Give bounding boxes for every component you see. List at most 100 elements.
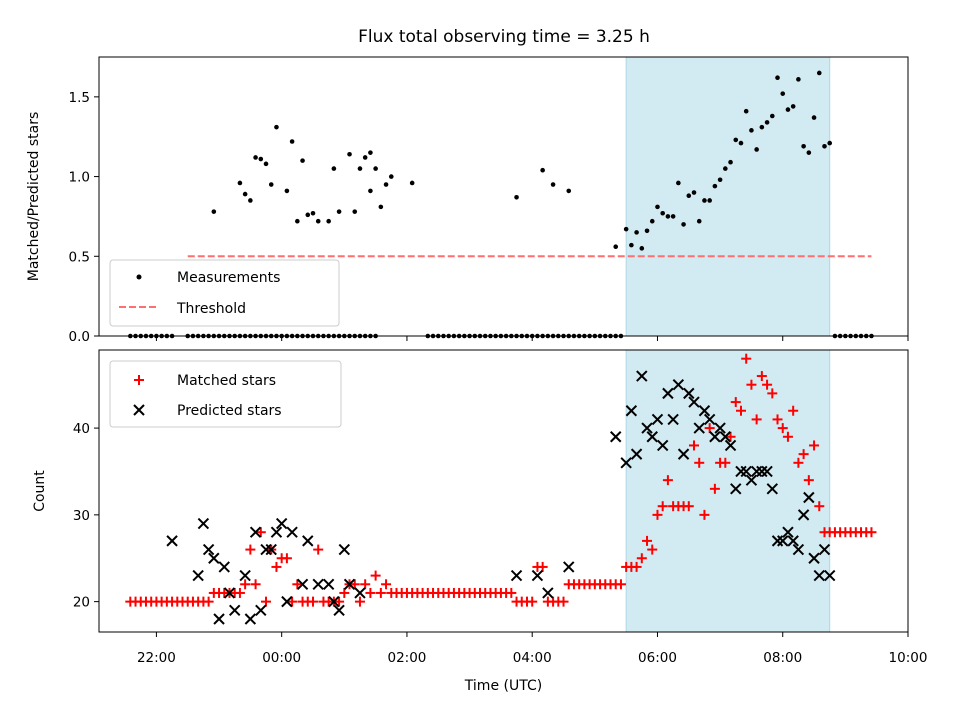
measurement-point	[769, 113, 775, 119]
matched-star-point	[381, 579, 392, 590]
matched-star-point	[375, 587, 386, 598]
measurement-point	[790, 104, 796, 109]
cross-b	[133, 404, 145, 416]
matched-star-point	[255, 527, 266, 538]
predicted-stars-legend-label: Predicted stars	[177, 403, 282, 419]
measurement-point	[310, 210, 316, 216]
matched-star-point	[370, 570, 381, 581]
matched-star-point	[349, 579, 360, 590]
predicted-star-point	[766, 483, 779, 495]
measurement-point	[733, 137, 739, 143]
measurement-point	[368, 150, 373, 155]
matched-star-point	[751, 414, 762, 425]
predicted-star-point	[750, 465, 763, 478]
matched-star-point	[334, 596, 345, 607]
cross-b	[714, 422, 726, 434]
top-x-ticks	[155, 336, 909, 341]
bottom-axes-frame	[98, 349, 909, 633]
matched-star-point	[814, 501, 825, 512]
predicted-star-point	[735, 465, 747, 478]
matched-stars-legend-label: Matched stars	[177, 373, 276, 389]
predicted-star-point	[824, 569, 836, 582]
predicted-star-point	[328, 595, 340, 608]
cross-b	[213, 613, 225, 625]
cross-b	[322, 578, 335, 590]
predicted-star-point	[625, 405, 638, 417]
measurement-point	[242, 191, 248, 197]
bottom-panel: 20 30 40 22:00 00:00 02:00 04:00 06:00 08:00 10:…	[32, 349, 927, 694]
predicted-star-point	[782, 526, 794, 538]
cross-b	[730, 483, 742, 495]
matched-star-point	[292, 579, 303, 590]
measurement-point	[759, 124, 765, 130]
top-y-ticks: 0.0 0.5 1.0 1.5	[69, 90, 99, 345]
predicted-star-point	[312, 578, 324, 590]
matched-star-point	[735, 405, 746, 416]
y-tick-label: 20	[73, 595, 90, 611]
matched-star-point	[506, 587, 517, 598]
predicted-star-point	[281, 595, 293, 608]
predicted-star-point	[646, 431, 658, 443]
measurement-point	[712, 183, 718, 189]
top-y-axis-label: Matched/Predicted stars	[26, 112, 42, 282]
measurement-point	[660, 210, 665, 216]
predicted-star-point	[275, 517, 288, 530]
cross-b	[338, 543, 351, 556]
cross-b	[667, 413, 679, 426]
measurement-point	[754, 147, 759, 152]
cross-b	[333, 604, 345, 617]
predicted-star-point	[286, 526, 298, 538]
matched-star-point	[537, 561, 548, 572]
top-legend-box	[109, 259, 340, 327]
cross-b	[630, 448, 643, 460]
measurement-point	[613, 244, 619, 250]
cross-b	[531, 569, 544, 582]
cross-b	[777, 535, 789, 547]
predicted-star-point	[709, 431, 721, 443]
predicted-star-point	[683, 387, 695, 400]
predicted-star-point	[818, 543, 831, 556]
matched-star-point	[339, 587, 350, 598]
cross-b	[646, 431, 658, 443]
matched-star-point	[704, 423, 715, 434]
measurement-point	[284, 188, 290, 194]
predicted-star-point	[677, 448, 690, 460]
matched-star-point	[652, 509, 663, 520]
measurement-point	[827, 140, 833, 146]
measurement-point	[326, 218, 331, 224]
matched-star-point	[234, 587, 245, 598]
cross-b	[260, 543, 272, 556]
measurement-point	[707, 198, 712, 203]
matched-star-point	[777, 423, 788, 434]
x-tick-label: 00:00	[262, 650, 301, 666]
predicted-star-point	[740, 465, 752, 478]
measurement-point	[811, 115, 817, 120]
measurement-point	[388, 174, 394, 179]
y-tick-label: 1.5	[69, 90, 90, 106]
cross-b	[672, 379, 685, 391]
matched-star-point	[631, 561, 642, 572]
cross-b	[239, 569, 251, 582]
cross-b	[641, 422, 653, 434]
predicted-star-point	[703, 413, 716, 426]
cross-b	[803, 491, 815, 504]
matched-star-point	[803, 475, 814, 486]
predicted-star-point	[630, 448, 643, 460]
cross-b	[343, 578, 356, 590]
predicted-star-point	[777, 535, 789, 547]
predicted-star-point	[771, 535, 784, 547]
predicted-star-point	[787, 535, 799, 547]
predicted-star-point	[223, 587, 236, 599]
cross-b	[693, 422, 705, 434]
cross-b	[625, 405, 638, 417]
measurement-point	[691, 190, 697, 195]
observing-window-bottom	[625, 349, 831, 633]
predicted-star-point	[641, 422, 653, 434]
measurement-point	[681, 222, 686, 227]
cross-b	[636, 370, 648, 382]
predicted-star-point	[333, 604, 345, 617]
cross-b	[255, 604, 267, 617]
measurement-point	[728, 159, 733, 165]
predicted-star-point	[745, 474, 758, 486]
